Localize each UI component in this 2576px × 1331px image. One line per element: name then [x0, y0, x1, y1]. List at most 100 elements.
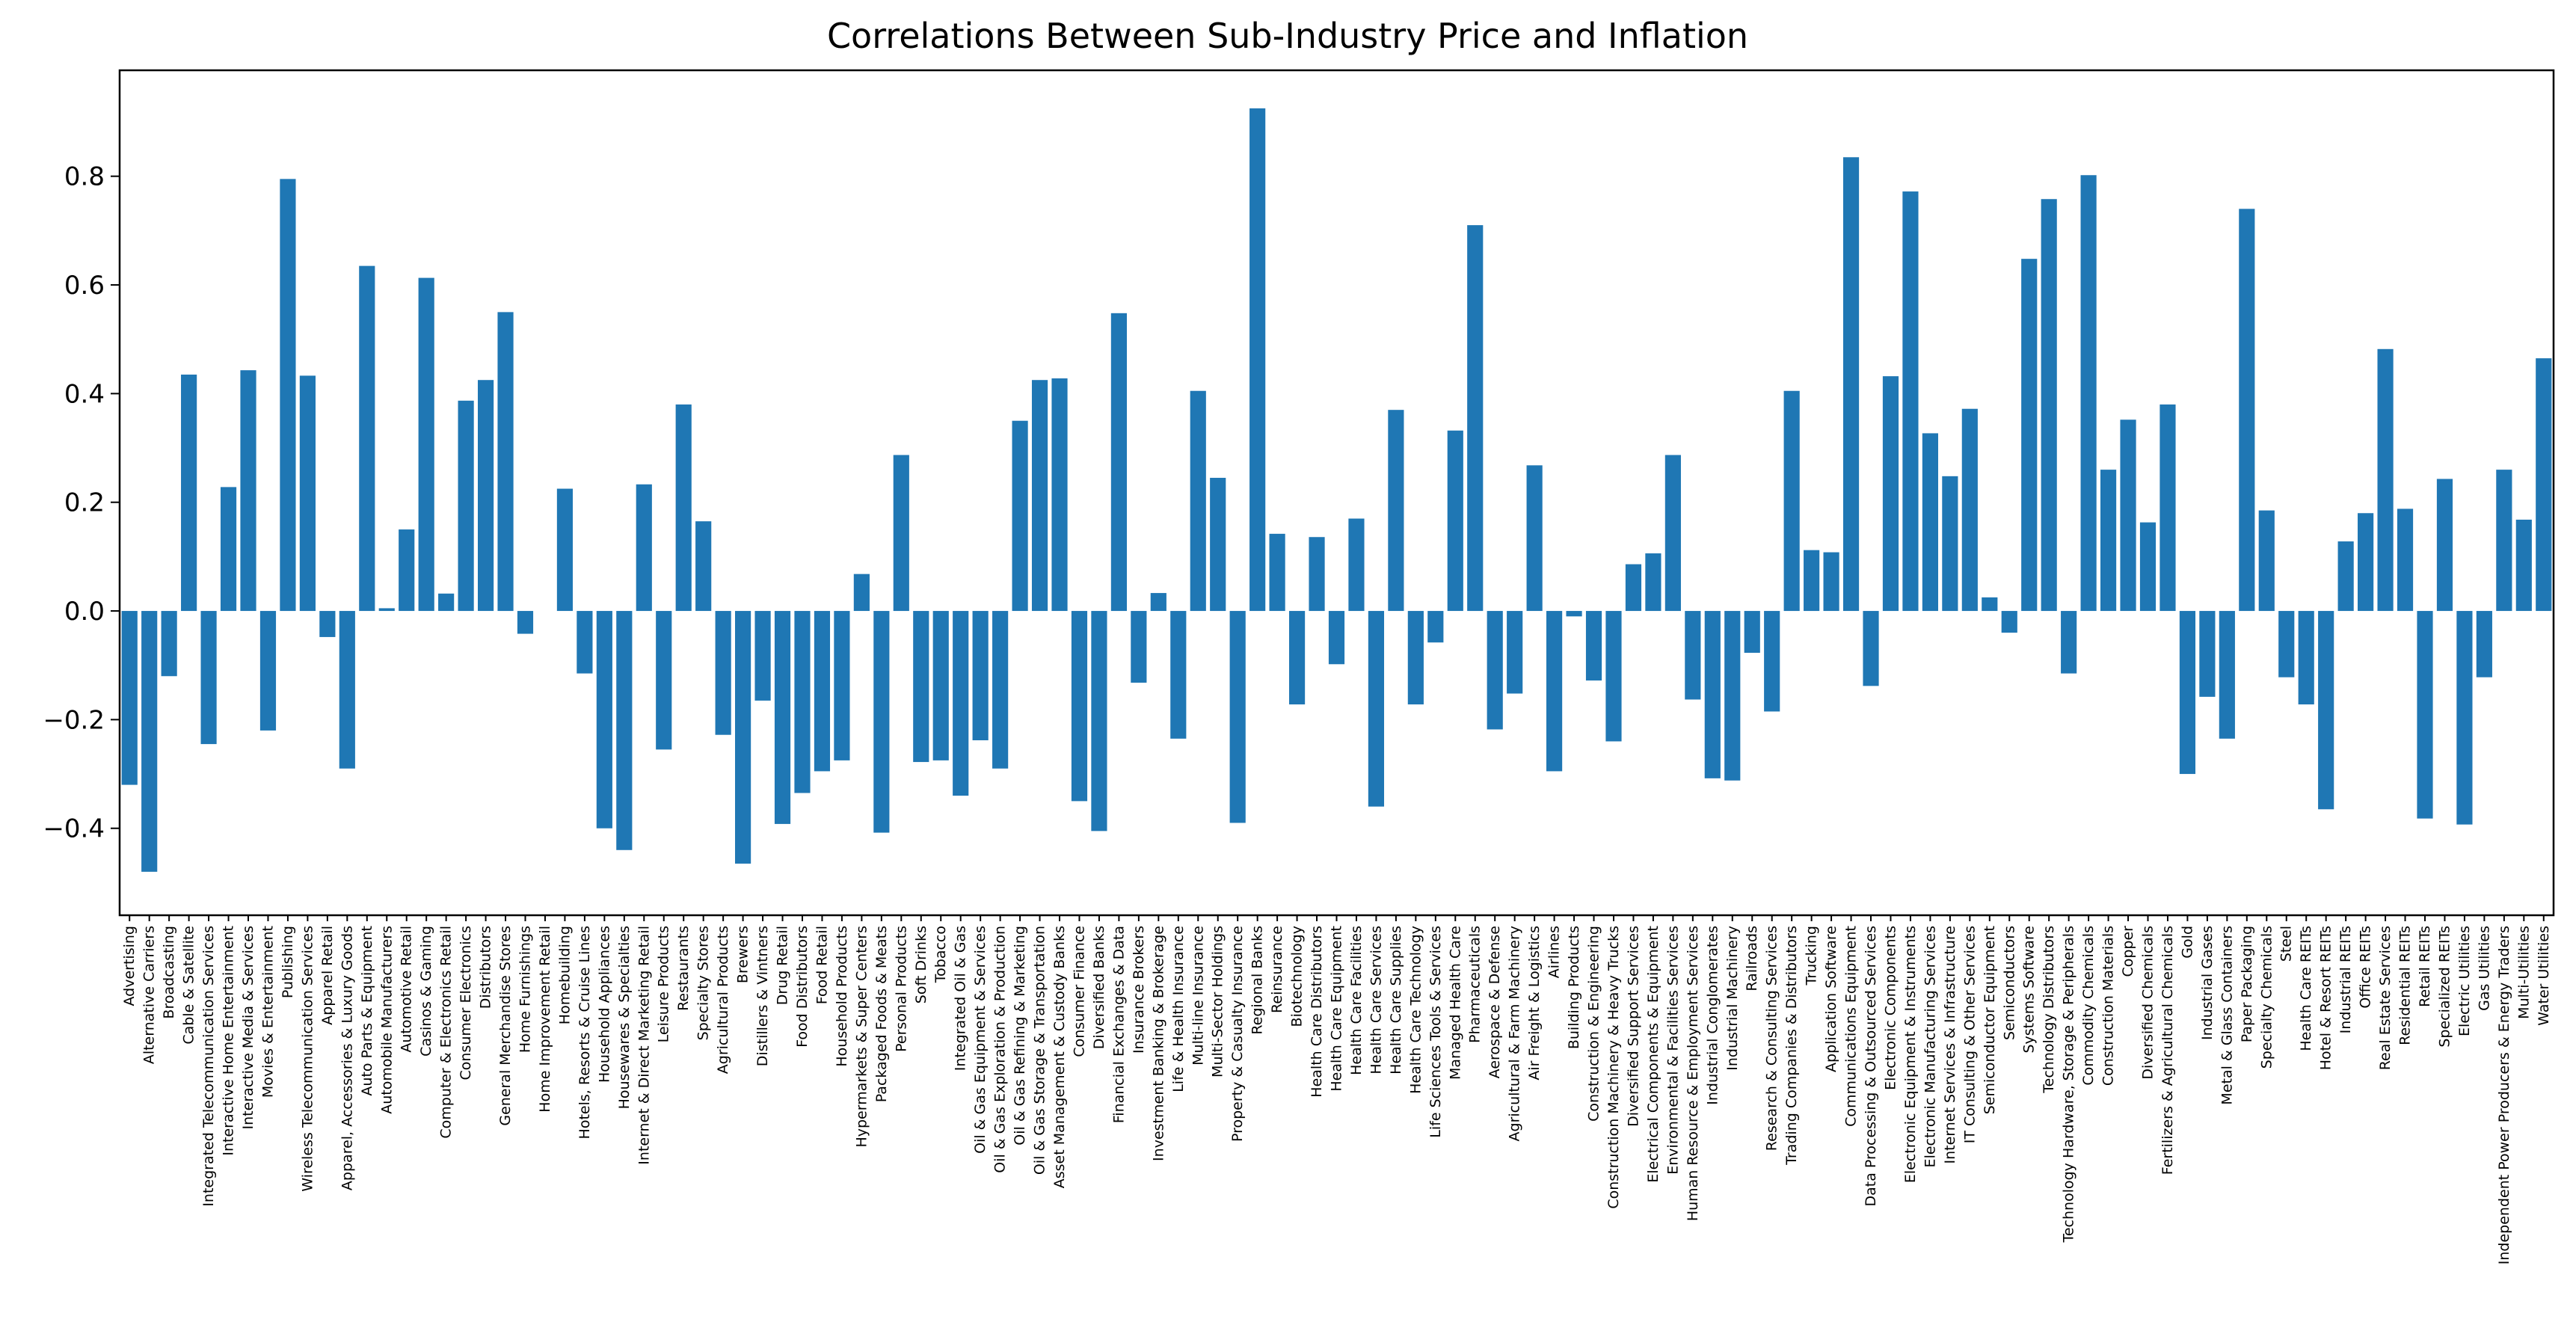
chart-title: Correlations Between Sub-Industry Price … [827, 16, 1748, 56]
bar [675, 404, 692, 612]
bar [1051, 378, 1068, 612]
bar [2298, 611, 2314, 705]
x-tick-label: Property & Casualty Insurance [1229, 926, 1246, 1142]
bar [497, 312, 514, 612]
bar [715, 611, 731, 735]
bar [2120, 419, 2136, 612]
x-tick-label: Leisure Products [656, 926, 672, 1042]
x-tick-label: Oil & Gas Storage & Transportation [1032, 926, 1048, 1175]
bar [2100, 470, 2117, 612]
x-tick-label: Food Retail [814, 926, 830, 1004]
bar [2179, 611, 2196, 775]
bar [1664, 455, 1681, 612]
bar [1447, 430, 1463, 612]
bar [319, 611, 336, 637]
x-tick-label: Electrical Components & Equipment [1645, 926, 1662, 1183]
x-tick-label: Integrated Oil & Gas [953, 926, 969, 1071]
y-tick-label: 0.4 [64, 379, 105, 409]
x-tick-label: Metal & Glass Containers [2219, 926, 2235, 1105]
x-tick-label: Diversified Support Services [1625, 926, 1641, 1127]
x-tick-label: Home Improvement Retail [537, 926, 553, 1113]
x-tick-label: Interactive Home Entertainment [221, 926, 237, 1156]
x-tick-label: Household Appliances [596, 926, 612, 1083]
bar [1507, 611, 1523, 694]
bar [2278, 611, 2295, 677]
x-tick-label: Multi-Sector Holdings [1210, 926, 1226, 1078]
x-tick-label: Auto Parts & Equipment [359, 926, 375, 1096]
bar [1467, 225, 1484, 612]
x-tick-label: Environmental & Facilities Services [1664, 926, 1681, 1175]
x-tick-label: Interactive Media & Services [240, 926, 256, 1129]
x-tick-label: Paper Packaging [2239, 926, 2255, 1042]
x-tick-label: Wireless Telecommunication Services [299, 926, 316, 1192]
bar [1704, 611, 1721, 778]
bar [259, 611, 277, 731]
x-tick-label: Automobile Manufacturers [378, 926, 395, 1114]
x-tick-label: Trading Companies & Distributors [1783, 926, 1800, 1166]
y-tick-label: −0.4 [43, 814, 105, 844]
bar [1229, 611, 1246, 823]
x-tick-label: Water Utilities [2536, 926, 2552, 1026]
bar [1012, 420, 1028, 612]
x-tick-label: Oil & Gas Exploration & Production [992, 926, 1009, 1173]
bar [972, 611, 989, 740]
bar [814, 611, 831, 772]
x-tick-label: General Merchandise Stores [497, 926, 514, 1126]
bar [1210, 478, 1226, 612]
bar [774, 611, 791, 824]
x-tick-label: Regional Banks [1249, 926, 1266, 1035]
bar [2239, 209, 2255, 612]
x-tick-label: Oil & Gas Equipment & Services [972, 926, 989, 1154]
bar [992, 611, 1009, 769]
x-tick-label: Specialty Stores [695, 926, 712, 1040]
bar [1982, 597, 1998, 612]
bar [2318, 611, 2334, 810]
bar [2496, 470, 2512, 612]
bar [1150, 593, 1166, 612]
bar [418, 277, 434, 612]
x-tick-label: Steel [2278, 926, 2295, 962]
bar [1842, 157, 1860, 612]
x-tick-label: Health Care REITs [2298, 926, 2314, 1051]
bar [1249, 108, 1266, 612]
x-tick-label: Financial Exchanges & Data [1110, 926, 1127, 1123]
x-tick-label: Technology Hardware, Storage & Periphera… [2061, 926, 2077, 1244]
x-tick-label: Advertising [121, 926, 138, 1006]
bar [1309, 537, 1325, 612]
x-tick-label: Life & Health Insurance [1170, 926, 1187, 1092]
x-tick-label: Industrial Gases [2199, 926, 2216, 1040]
bar [853, 574, 870, 612]
x-tick-label: Office REITs [2358, 926, 2374, 1009]
x-tick-label: Movies & Entertainment [259, 926, 276, 1098]
bar [1487, 611, 1503, 730]
x-tick-label: Industrial Conglomerates [1704, 926, 1721, 1105]
x-tick-label: Multi-line Insurance [1190, 926, 1206, 1066]
bar [2061, 611, 2077, 674]
bar [2021, 259, 2038, 612]
bar [1170, 611, 1187, 739]
bar [735, 611, 751, 864]
x-tick-label: Research & Consulting Services [1764, 926, 1780, 1151]
x-tick-label: Biotechnology [1289, 926, 1306, 1027]
x-tick-label: Homebuilding [556, 926, 573, 1024]
x-tick-label: Insurance Brokers [1131, 926, 1147, 1054]
bar [913, 611, 929, 763]
x-tick-label: Construction & Engineering [1586, 926, 1602, 1122]
bar [2139, 522, 2157, 612]
y-tick-label: 0.8 [64, 162, 105, 192]
x-tick-label: Brewers [735, 926, 751, 983]
x-tick-label: Computer & Electronics Retail [438, 926, 455, 1139]
bar [616, 611, 633, 850]
bar [2476, 611, 2492, 677]
y-axis: −0.4 −0.2 0.0 0.2 0.4 0.6 0.8 [43, 162, 120, 844]
bar [1091, 611, 1107, 832]
bar [953, 611, 969, 796]
bar [794, 611, 811, 793]
x-tick-label: Alternative Carriers [141, 926, 158, 1064]
x-tick-label: Electronic Components [1882, 926, 1899, 1090]
bar [181, 374, 197, 612]
bar [2377, 348, 2394, 612]
bar [280, 179, 296, 612]
bar [1645, 553, 1662, 612]
x-tick-label: Investment Banking & Brokerage [1150, 926, 1166, 1161]
